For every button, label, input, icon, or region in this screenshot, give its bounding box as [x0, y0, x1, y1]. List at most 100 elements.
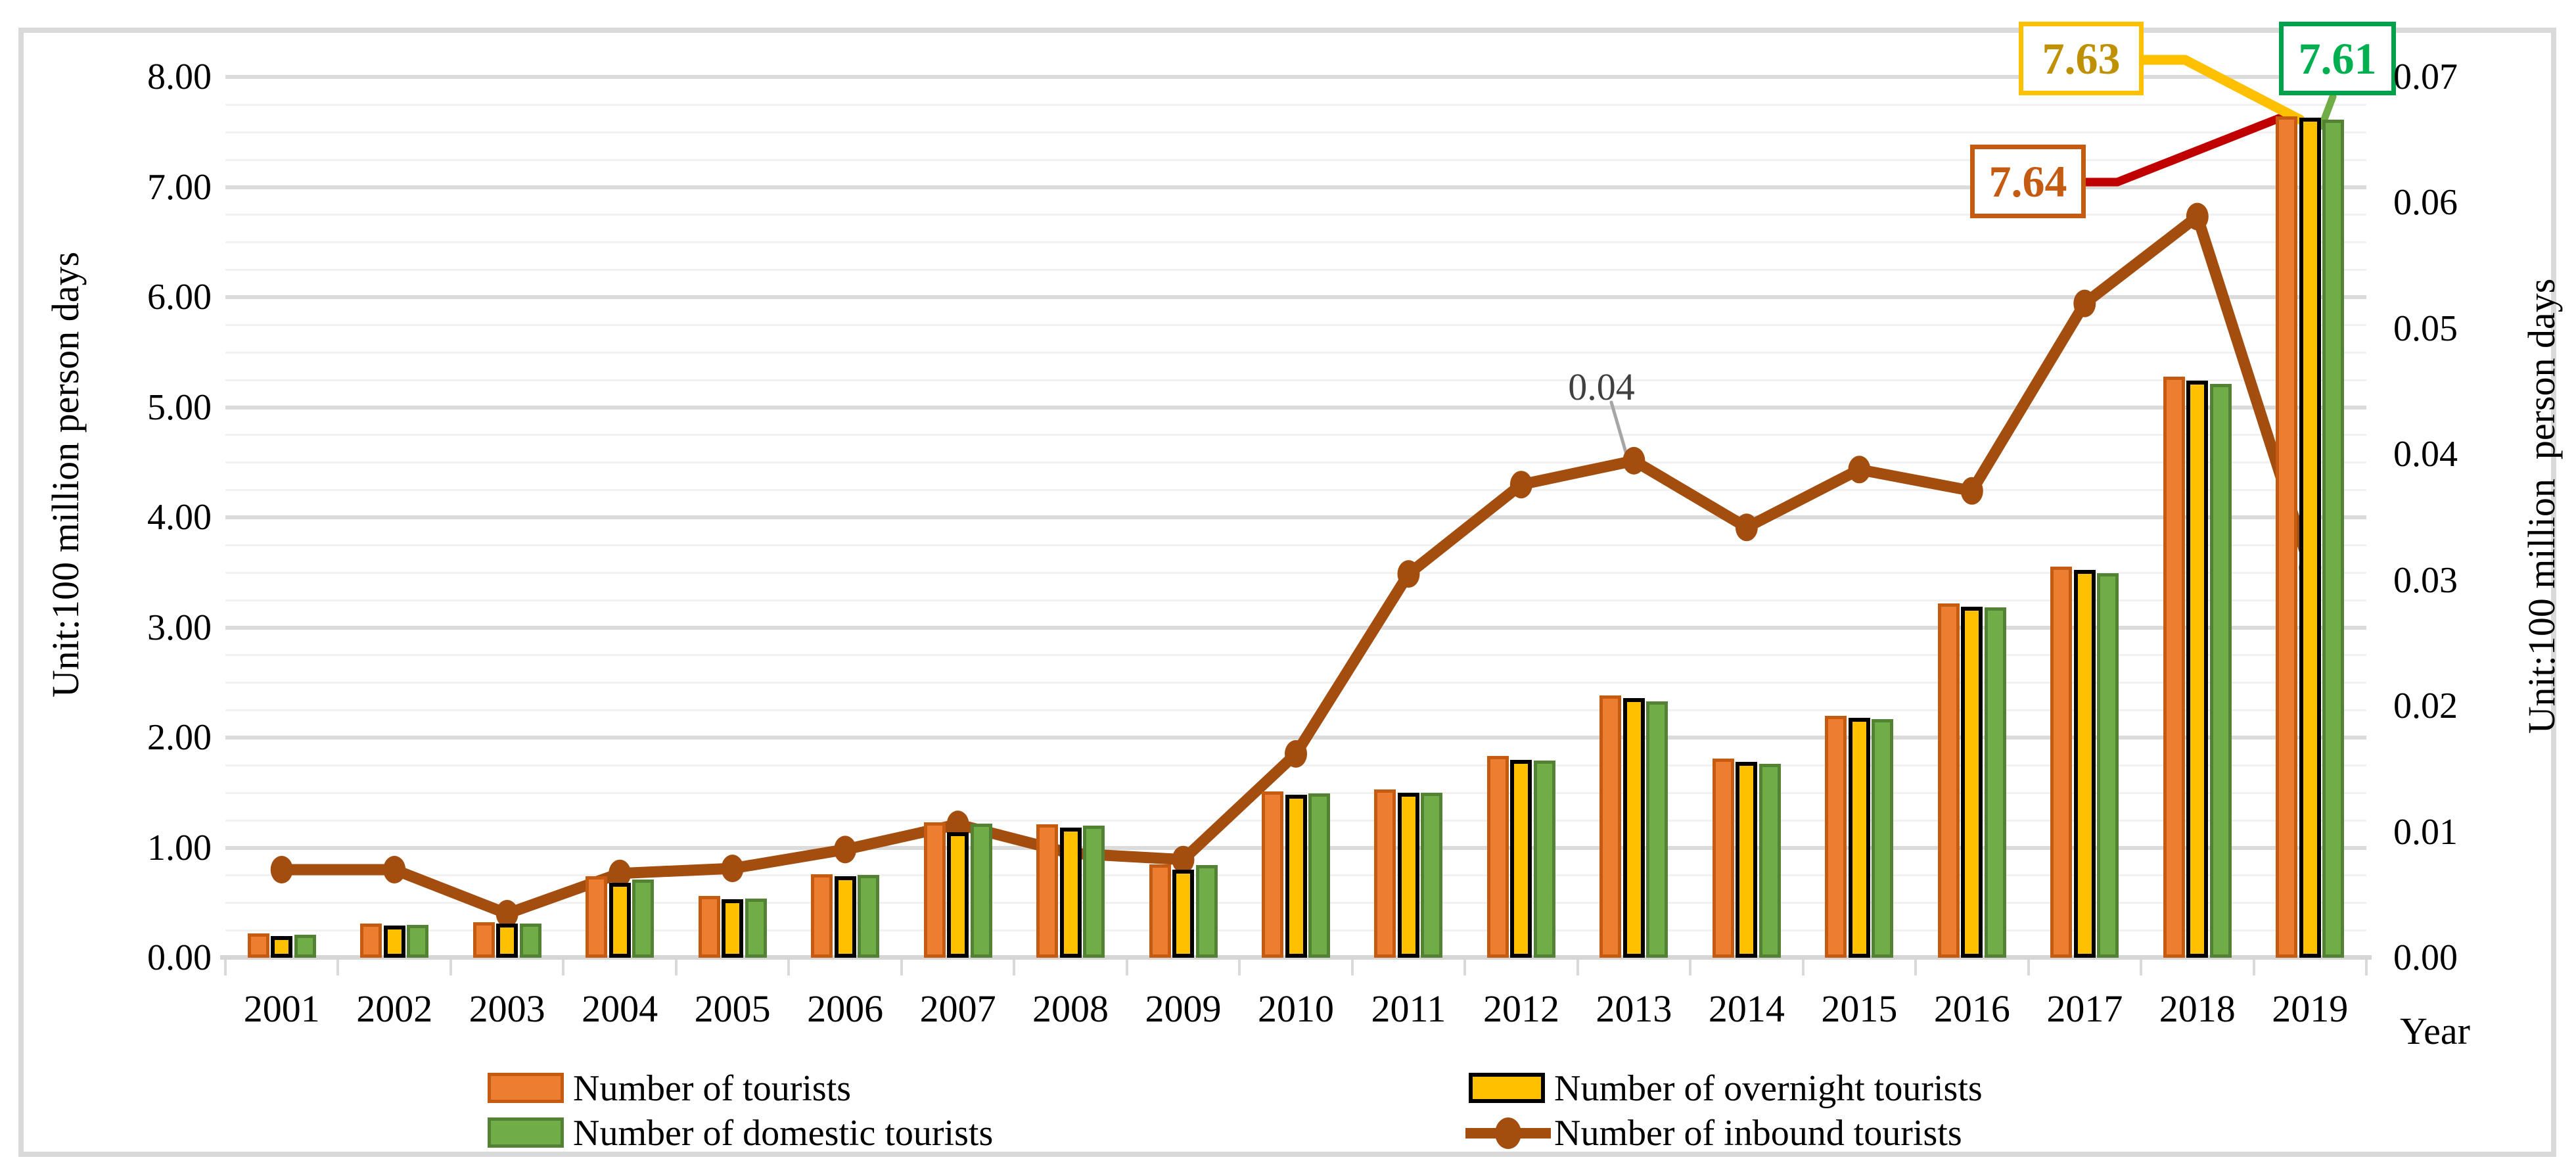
- bar-overnight-2009[interactable]: [1172, 870, 1195, 958]
- bar-domestic-2011[interactable]: [1421, 792, 1443, 958]
- bar-tourists-2010[interactable]: [1262, 791, 1283, 958]
- x-axis-tick: [1914, 960, 1918, 975]
- inbound-marker-2005[interactable]: [721, 855, 744, 883]
- bar-overnight-2013[interactable]: [1622, 697, 1645, 958]
- bar-overnight-2003[interactable]: [496, 924, 518, 958]
- bar-domestic-2014[interactable]: [1759, 764, 1781, 958]
- bar-overnight-2008[interactable]: [1059, 828, 1082, 958]
- bar-overnight-2002[interactable]: [383, 926, 405, 958]
- legend-label-inbound: Number of inbound tourists: [1554, 1113, 1962, 1154]
- x-axis-tick: [1463, 960, 1467, 975]
- leader-line-0-04: [1609, 400, 1630, 461]
- major-gridline: [225, 185, 2366, 189]
- x-axis-label-2017: 2017: [2046, 987, 2123, 1030]
- major-gridline: [225, 75, 2366, 79]
- inbound-marker-2011[interactable]: [1397, 560, 1420, 588]
- bar-overnight-2016[interactable]: [1961, 606, 1983, 958]
- bar-domestic-2009[interactable]: [1195, 865, 1218, 958]
- inbound-marker-2018[interactable]: [2186, 202, 2209, 231]
- inbound-marker-2013[interactable]: [1622, 446, 1645, 475]
- bar-domestic-2004[interactable]: [632, 880, 655, 958]
- inbound-marker-2010[interactable]: [1285, 740, 1307, 768]
- bar-domestic-2001[interactable]: [294, 934, 316, 958]
- bar-tourists-2015[interactable]: [1825, 715, 1847, 958]
- bar-tourists-2001[interactable]: [247, 933, 269, 958]
- bar-overnight-2001[interactable]: [271, 935, 293, 958]
- inbound-marker-2003[interactable]: [495, 900, 518, 927]
- bar-overnight-2007[interactable]: [947, 832, 969, 958]
- right-axis-tick-label: 0.07: [2393, 57, 2458, 97]
- bar-tourists-2007[interactable]: [923, 822, 946, 958]
- bar-tourists-2006[interactable]: [811, 874, 833, 958]
- inbound-marker-2012[interactable]: [1509, 471, 1532, 499]
- bar-overnight-2019[interactable]: [2299, 117, 2321, 958]
- bar-tourists-2013[interactable]: [1599, 695, 1622, 958]
- bar-overnight-2015[interactable]: [1848, 717, 1870, 958]
- minor-gridline: [225, 682, 2366, 684]
- bar-tourists-2011[interactable]: [1374, 789, 1396, 958]
- x-axis-tick: [674, 960, 678, 975]
- minor-gridline: [225, 709, 2366, 712]
- inbound-marker-2007[interactable]: [946, 810, 969, 839]
- bar-overnight-2014[interactable]: [1736, 761, 1758, 958]
- right-axis-tick-label: 0.01: [2393, 811, 2458, 853]
- inbound-marker-2017[interactable]: [2073, 289, 2096, 317]
- bar-overnight-2017[interactable]: [2073, 570, 2096, 958]
- bar-domestic-2018[interactable]: [2209, 384, 2232, 958]
- bar-tourists-2019[interactable]: [2276, 116, 2298, 958]
- bar-overnight-2010[interactable]: [1285, 795, 1307, 958]
- leader-line-7-63: [2138, 55, 2305, 125]
- bar-domestic-2012[interactable]: [1533, 761, 1555, 958]
- x-axis-label-2007: 2007: [919, 987, 996, 1030]
- minor-gridline: [225, 158, 2366, 161]
- inbound-marker-2016[interactable]: [1960, 477, 1983, 505]
- bar-domestic-2013[interactable]: [1646, 701, 1668, 958]
- bar-tourists-2009[interactable]: [1149, 864, 1171, 958]
- bar-tourists-2017[interactable]: [2050, 567, 2073, 958]
- bar-tourists-2012[interactable]: [1486, 756, 1509, 958]
- bar-domestic-2003[interactable]: [519, 924, 541, 958]
- minor-gridline: [225, 351, 2366, 354]
- bar-domestic-2016[interactable]: [1984, 607, 2006, 958]
- bar-tourists-2003[interactable]: [472, 922, 495, 958]
- left-axis-tick-label: 8.00: [147, 57, 212, 97]
- bar-domestic-2017[interactable]: [2097, 573, 2119, 958]
- inbound-marker-2002[interactable]: [383, 856, 406, 883]
- bar-domestic-2006[interactable]: [858, 875, 880, 958]
- legend-label-tourists: Number of tourists: [573, 1068, 852, 1109]
- bar-overnight-2004[interactable]: [609, 883, 631, 958]
- bar-domestic-2010[interactable]: [1308, 793, 1330, 958]
- bar-domestic-2002[interactable]: [407, 924, 429, 958]
- bar-tourists-2002[interactable]: [360, 924, 382, 958]
- inbound-marker-2004[interactable]: [609, 859, 632, 887]
- x-axis-tick: [787, 960, 791, 975]
- bar-domestic-2019[interactable]: [2322, 120, 2345, 958]
- inbound-marker-2014[interactable]: [1735, 513, 1758, 542]
- bar-overnight-2005[interactable]: [722, 899, 744, 958]
- x-axis-label-2012: 2012: [1483, 987, 1559, 1030]
- bar-tourists-2004[interactable]: [586, 876, 608, 958]
- bar-tourists-2008[interactable]: [1036, 824, 1059, 958]
- major-gridline: [225, 295, 2366, 299]
- inbound-marker-2001[interactable]: [270, 856, 293, 883]
- inbound-marker-2015[interactable]: [1848, 456, 1871, 484]
- legend-swatch-overnight: [1469, 1073, 1545, 1103]
- bar-tourists-2014[interactable]: [1712, 758, 1734, 958]
- bar-tourists-2018[interactable]: [2163, 376, 2185, 958]
- bar-overnight-2011[interactable]: [1397, 792, 1419, 958]
- bar-tourists-2005[interactable]: [698, 896, 720, 958]
- bar-domestic-2008[interactable]: [1083, 826, 1105, 958]
- minor-gridline: [225, 269, 2366, 271]
- minor-gridline: [225, 571, 2366, 574]
- bar-overnight-2012[interactable]: [1510, 759, 1532, 958]
- bar-domestic-2015[interactable]: [1872, 718, 1894, 958]
- inbound-marker-2006[interactable]: [834, 835, 857, 864]
- x-axis-label-2002: 2002: [356, 987, 433, 1030]
- bar-domestic-2005[interactable]: [745, 898, 767, 958]
- bar-domestic-2007[interactable]: [970, 823, 992, 958]
- bar-tourists-2016[interactable]: [1937, 603, 1960, 958]
- x-axis-tick: [900, 960, 903, 975]
- bar-overnight-2018[interactable]: [2186, 381, 2209, 958]
- inbound-marker-2009[interactable]: [1172, 845, 1195, 874]
- bar-overnight-2006[interactable]: [834, 876, 856, 958]
